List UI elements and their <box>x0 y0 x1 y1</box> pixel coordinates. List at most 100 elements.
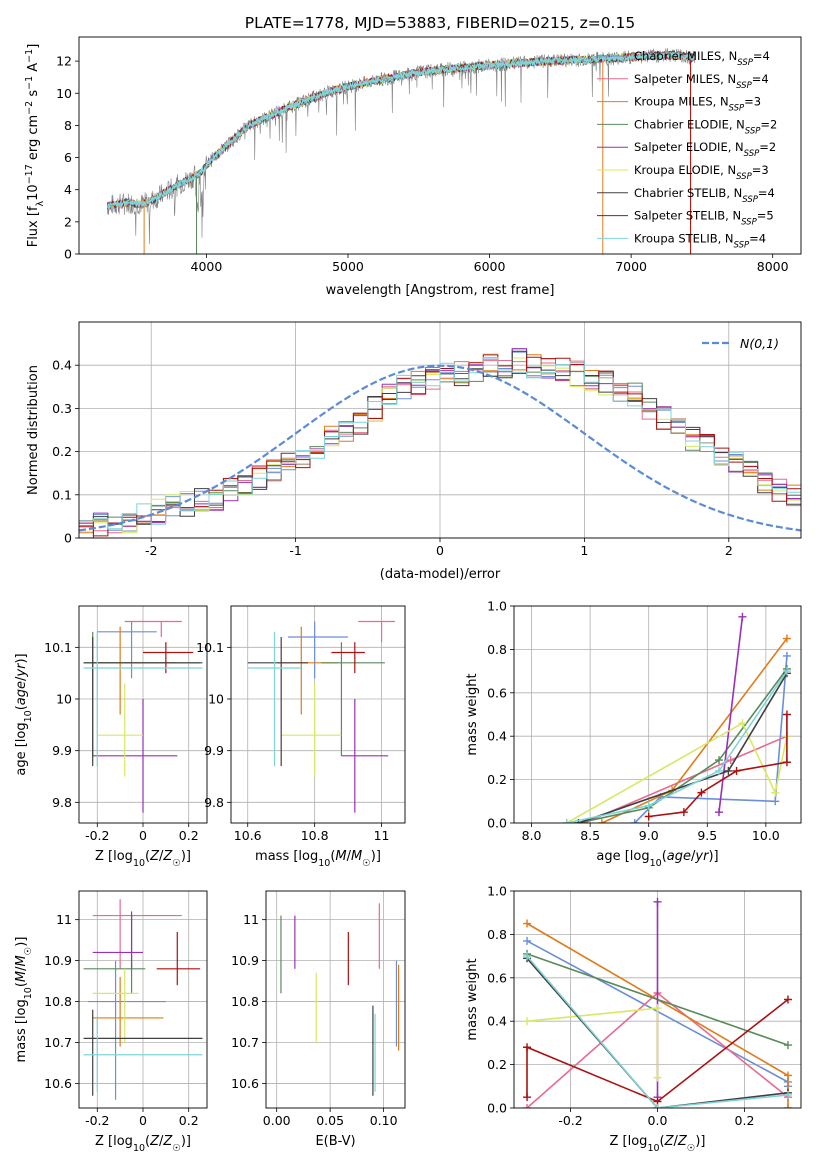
panel-mass-vs-ebv: 0.00 0.05 0.10 10.6 10.7 10.8 10.9 11 E(B-V) <box>231 890 406 1149</box>
weight-point-marker <box>771 788 780 797</box>
weight-point-marker <box>523 1043 532 1052</box>
label-part: ] <box>26 44 41 49</box>
label-part: Z [log <box>610 1134 648 1149</box>
weight-series-line <box>566 722 788 823</box>
label-part: 10 <box>133 1143 145 1154</box>
label-part: M <box>351 849 362 864</box>
y-tick-label: 11 <box>243 912 259 927</box>
weight-point-marker <box>726 756 735 765</box>
weight-point-marker <box>783 1041 792 1050</box>
legend-tail: =3 <box>744 95 761 109</box>
legend-label: Kroupa STELIB, NSSP=4 <box>634 231 766 250</box>
legend-sub: SSP <box>744 149 760 159</box>
label-part: −1 <box>24 76 35 90</box>
y-tick-label: 12 <box>56 54 72 69</box>
label-part: age <box>667 849 691 864</box>
legend-label: Chabrier ELODIE, NSSP=2 <box>634 117 777 136</box>
axes-frame <box>230 605 406 824</box>
x-axis-label: Z [log10(Z/Z☉)] <box>95 849 191 869</box>
legend-tail: =4 <box>749 231 766 245</box>
x-tick-label: 5000 <box>332 259 364 274</box>
legend-label: Salpeter ELODIE, NSSP=2 <box>634 140 776 159</box>
label-part: A <box>26 63 41 76</box>
y-tick-label: 0.6 <box>487 685 507 700</box>
weight-point-marker <box>697 788 706 797</box>
weight-point-marker <box>630 819 639 823</box>
x-tick-label: 0 <box>139 828 147 843</box>
label-part: ( <box>145 1134 150 1149</box>
y-tick-label: 10.1 <box>44 640 72 655</box>
x-axis-label: Z [log10(Z/Z☉)] <box>95 1134 191 1154</box>
y-tick-label: 10.6 <box>44 1076 72 1091</box>
label-part: / <box>14 676 29 681</box>
legend-text: Kroupa MILES, N <box>634 95 729 109</box>
y-tick-label: 0.4 <box>487 1014 507 1029</box>
label-part: ( <box>145 849 150 864</box>
y-tick-label: 10 <box>56 86 72 101</box>
x-tick-label: 0.10 <box>370 1113 398 1128</box>
legend-sub: SSP <box>742 195 758 205</box>
x-tick-label: 0 <box>139 1113 147 1128</box>
label-part: yr <box>694 849 710 864</box>
weight-point-marker <box>782 710 791 719</box>
weight-series-line <box>526 1007 659 1078</box>
label-part: ☉ <box>172 858 181 869</box>
weight-point-marker <box>783 1104 792 1108</box>
label-part: age [log <box>14 722 29 775</box>
label-part: −17 <box>24 164 35 184</box>
weight-point-marker <box>782 758 791 767</box>
y-axis-label: age [log10(age/yr)] <box>14 653 34 775</box>
y-axis-label: mass weight <box>465 958 480 1040</box>
axes-frame <box>78 321 802 539</box>
label-part: Z <box>149 849 160 864</box>
chart-title: PLATE=1778, MJD=53883, FIBERID=0215, z=0… <box>245 14 635 32</box>
legend-text: Kroupa ELODIE, N <box>634 163 736 177</box>
label-part: Z [log <box>95 1134 133 1149</box>
label-part: Z <box>162 849 173 864</box>
weight-series-line <box>566 670 788 823</box>
y-axis-label: mass weight <box>465 673 480 755</box>
y-tick-label: 9.9 <box>52 743 72 758</box>
x-tick-label: -0.2 <box>85 1113 109 1128</box>
label-part: )] <box>14 653 29 663</box>
label-part: 10 <box>23 987 34 999</box>
y-tick-label: 0.2 <box>487 772 507 787</box>
weight-point-marker <box>644 801 653 810</box>
label-part: / <box>14 966 29 971</box>
label-part: M <box>335 849 346 864</box>
legend-label: Chabrier STELIB, NSSP=4 <box>634 186 775 205</box>
weight-point-marker <box>738 612 747 621</box>
legend-text: Salpeter ELODIE, N <box>634 140 744 154</box>
legend-sub: SSP <box>745 126 761 136</box>
weight-point-marker <box>653 1104 662 1108</box>
x-tick-label: 8.0 <box>522 828 542 843</box>
legend-text: Salpeter STELIB, N <box>634 209 741 223</box>
weight-point-marker <box>523 1104 532 1108</box>
label-part: age [log <box>596 849 649 864</box>
x-axis-label: Z [log10(Z/Z☉)] <box>610 1134 706 1154</box>
axes-frame <box>265 890 406 1109</box>
model-spectrum-overlay <box>107 51 695 209</box>
x-tick-label: -2 <box>145 543 157 558</box>
weight-series-line <box>601 638 788 823</box>
y-tick-label: 0.3 <box>52 401 72 416</box>
legend-label: Kroupa ELODIE, NSSP=3 <box>634 163 769 182</box>
legend-tail: =4 <box>752 72 769 86</box>
y-tick-label: 0 <box>64 531 72 546</box>
y-tick-label: 9.8 <box>204 795 224 810</box>
label-part: Flux [f <box>26 206 41 247</box>
y-tick-label: 0.8 <box>487 927 507 942</box>
weight-point-marker <box>724 766 733 775</box>
legend-label: N(0,1) <box>740 336 779 351</box>
legend-sub: SSP <box>736 172 752 182</box>
axes-frame <box>78 605 208 824</box>
y-tick-label: 10.8 <box>44 994 72 1009</box>
y-tick-label: 10.8 <box>231 994 259 1009</box>
y-tick-label: 10 <box>208 692 224 707</box>
legend-text: Chabrier ELODIE, N <box>634 117 745 131</box>
y-tick-label: 0.2 <box>52 444 72 459</box>
axes-frame <box>513 605 802 824</box>
label-part: Z <box>149 1134 160 1149</box>
weight-point-marker <box>783 1090 792 1099</box>
